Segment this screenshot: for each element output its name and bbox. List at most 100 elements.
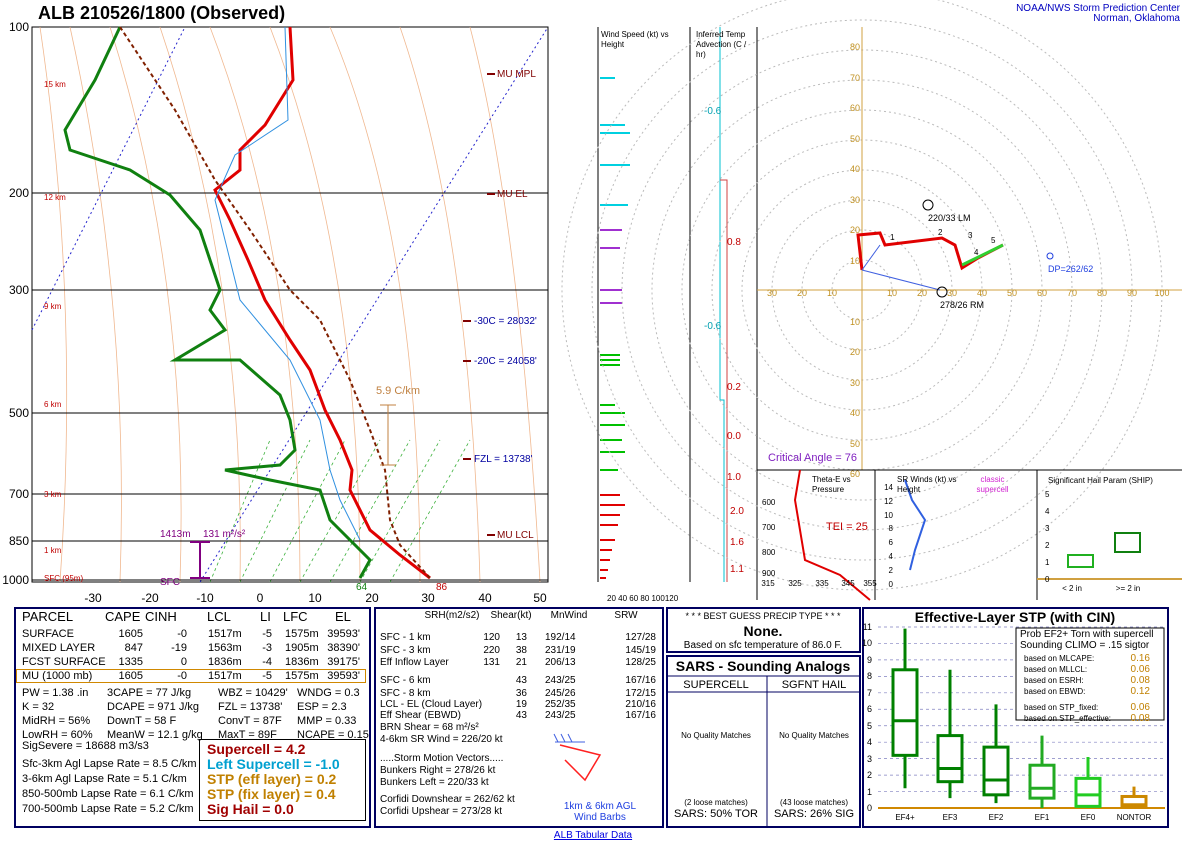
index: WBZ = 10429'	[218, 687, 288, 699]
theta-e-x: 355	[863, 579, 877, 588]
parcel-header: LI	[260, 609, 271, 624]
hodo-ring-label: 40	[976, 288, 988, 298]
parcel-cell: 1517m	[208, 670, 242, 682]
parcel-cell: 39593'	[327, 628, 360, 640]
kin-cell: 127/28	[625, 632, 656, 643]
sr-winds-y: 14	[884, 483, 893, 492]
stp-category: EF1	[1034, 813, 1050, 822]
box	[891, 668, 919, 757]
height-label: 1 km	[44, 546, 62, 555]
precip-box	[666, 607, 861, 653]
index: NCAPE = 0.15	[297, 729, 369, 741]
parcel-cell: 847	[124, 642, 143, 654]
kin-cell: 206/13	[545, 657, 576, 668]
hodo-ring-label: 30	[946, 288, 958, 298]
sfc-label: SFC	[160, 577, 180, 588]
level-label: MU LCL	[497, 530, 534, 541]
parcel-cell: -0	[177, 628, 187, 640]
index: MidRH = 56%	[22, 715, 91, 727]
org: NOAA/NWS Storm Prediction Center	[1016, 3, 1180, 14]
stp-y-label: 11	[862, 622, 872, 632]
ship-y: 2	[1045, 541, 1050, 550]
sr-winds-y: 6	[888, 538, 893, 548]
kin-cell: 167/16	[625, 675, 656, 686]
stp-category: EF2	[988, 813, 1004, 822]
eff-srh: 131 m²/s²	[203, 529, 246, 540]
index: ESP = 2.3	[297, 701, 347, 713]
stp-y-label: 2	[866, 770, 872, 781]
kin-header: SRH(m2/s2)	[424, 610, 480, 621]
hodo-ring-label: 60	[1036, 288, 1048, 298]
hodo-ring-label: 20	[850, 225, 861, 235]
parcel-cell: -3	[262, 642, 272, 654]
pressure-label: 850	[8, 534, 29, 548]
level-label: MU EL	[497, 189, 528, 200]
critical-angle: Critical Angle = 76	[768, 452, 857, 464]
ship-y: 1	[1045, 558, 1050, 567]
parcel-cell: -5	[262, 628, 272, 640]
title: ALB 210526/1800 (Observed)	[38, 3, 286, 23]
stp-plot	[878, 626, 1165, 809]
level-label: -20C = 24058'	[474, 356, 537, 367]
theta-e-y: 800	[762, 548, 776, 557]
stp-y-label: 9	[866, 654, 872, 665]
parcel-cell: -4	[262, 656, 272, 668]
kin-cell: 43	[515, 675, 527, 686]
height-label: 6 km	[44, 400, 62, 409]
parcel-cell: 1836m	[285, 656, 319, 668]
advection-value: 1.1	[730, 564, 744, 575]
stp-climo: Sounding CLIMO = .15 sigtor	[1020, 640, 1150, 651]
theta-e-x: 345	[841, 579, 855, 588]
kin-note: Bunkers Right = 278/26 kt	[380, 765, 496, 776]
index: LowRH = 60%	[22, 729, 93, 741]
sig-severe: SigSevere = 18688 m3/s3	[22, 740, 149, 752]
parcel-header: EL	[335, 609, 351, 624]
kin-note: Corfidi Upshear = 273/28 kt	[380, 806, 503, 817]
composite: Supercell = 4.2	[207, 741, 306, 757]
index: DownT = 58 F	[107, 715, 177, 727]
hodo-icon	[553, 733, 602, 782]
sars-result: SARS: 26% SIG	[773, 808, 855, 820]
stp-box	[862, 607, 1169, 828]
kin-cell: 192/14	[545, 632, 576, 643]
height-label: 3 km	[44, 490, 62, 499]
sr-winds-y: 10	[884, 510, 893, 520]
parcel-cell: 1575m	[285, 670, 319, 682]
parcel-box	[14, 607, 371, 828]
parcel-cell: MIXED LAYER	[22, 642, 96, 654]
temperature-label: 50	[533, 591, 547, 605]
height-label: 9 km	[44, 302, 62, 311]
temperature-label: 30	[421, 591, 435, 605]
hodo-point-label: 3	[968, 231, 973, 240]
parcel-cell: 1563m	[208, 642, 242, 654]
sr-winds-note: classic supercell	[976, 475, 1009, 494]
parcel-header: LFC	[283, 609, 308, 624]
index: DCAPE = 971 J/kg	[107, 701, 200, 713]
pressure-label: 700	[8, 487, 29, 501]
kin-note: .....Storm Motion Vectors.....	[380, 753, 504, 764]
precip-basis: Based on sfc temperature of 86.0 F.	[683, 640, 843, 651]
tabular-data-link[interactable]: ALB Tabular Data	[553, 830, 633, 841]
box	[982, 745, 1010, 797]
box	[936, 734, 964, 784]
sars-column: SUPERCELL	[683, 679, 749, 691]
sars-loose: (2 loose matches)	[684, 798, 748, 807]
parcel-cell: 1605	[118, 628, 143, 640]
kin-note: Bunkers Left = 220/33 kt	[380, 777, 489, 788]
temperature-label: -30	[84, 591, 102, 605]
hodo-ring-label: 100	[1154, 288, 1170, 298]
ship-x: >= 2 in	[1115, 584, 1141, 593]
stp-category: NONTOR	[1116, 813, 1152, 822]
kin-cell: 145/19	[625, 645, 656, 656]
kin-cell: 243/25	[545, 710, 576, 721]
index: 3CAPE = 77 J/kg	[107, 687, 192, 699]
hodo-ring-label: 40	[850, 164, 861, 174]
parcel-cell: 1335	[118, 656, 143, 668]
pressure-label: 1000	[2, 573, 29, 587]
sars-quality: No Quality Matches	[779, 731, 849, 740]
kin-cell: 245/26	[545, 688, 576, 699]
stp-prob: 0.06	[1130, 664, 1150, 675]
parcel-cell: 1836m	[208, 656, 242, 668]
hodo-ring-label: 40	[850, 408, 861, 418]
index: K = 32	[22, 701, 55, 713]
